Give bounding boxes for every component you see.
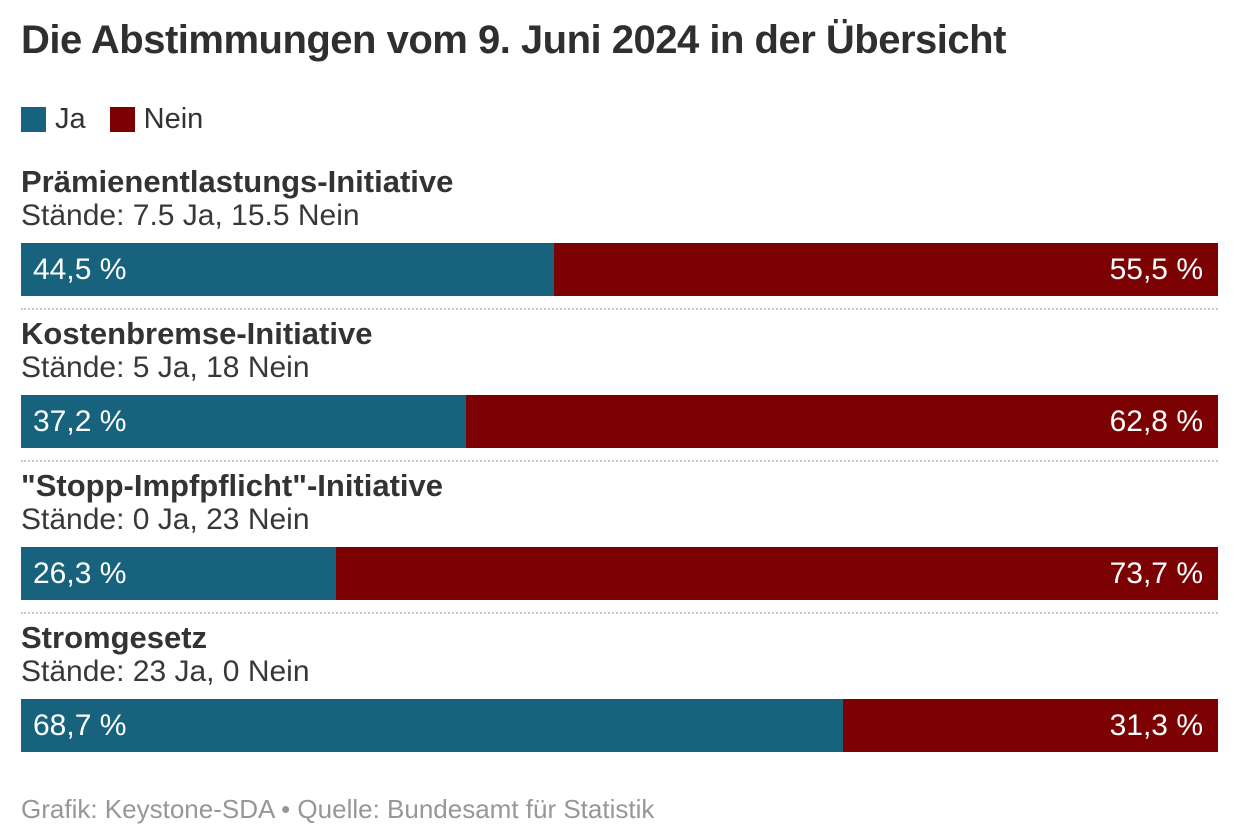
- bar-segment-ja: 37,2 %: [21, 395, 467, 448]
- staende-label: Stände: 7.5 Ja, 15.5 Nein: [21, 199, 360, 232]
- nein-color-swatch: [109, 107, 135, 132]
- nein-percent-label: 55,5 %: [1109, 252, 1203, 286]
- vote-section: Prämienentlastungs-Initiative Stände: 7.…: [21, 165, 1218, 310]
- staende-label: Stände: 23 Ja, 0 Nein: [21, 655, 310, 688]
- vote-title: "Stopp-Impfpflicht"-Initiative: [21, 468, 444, 503]
- vote-section: Stromgesetz Stände: 23 Ja, 0 Nein 68,7 %…: [21, 621, 1218, 752]
- bar-segment-nein: 55,5 %: [553, 243, 1218, 296]
- ja-color-swatch: [21, 107, 46, 132]
- vote-bar: 68,7 % 31,3 %: [21, 699, 1218, 752]
- bar-segment-ja: 68,7 %: [21, 699, 844, 752]
- vote-sections: Prämienentlastungs-Initiative Stände: 7.…: [21, 165, 1218, 752]
- bar-segment-ja: 44,5 %: [21, 243, 554, 296]
- ja-percent-label: 37,2 %: [33, 404, 127, 438]
- nein-percent-label: 31,3 %: [1109, 708, 1203, 742]
- ja-percent-label: 68,7 %: [33, 708, 127, 742]
- section-divider: [21, 612, 1218, 614]
- bar-segment-nein: 73,7 %: [335, 547, 1218, 600]
- vote-title: Stromgesetz: [21, 620, 208, 655]
- vote-section: Kostenbremse-Initiative Stände: 5 Ja, 18…: [21, 317, 1218, 462]
- section-divider: [21, 308, 1218, 310]
- bar-segment-nein: 31,3 %: [843, 699, 1218, 752]
- page-title: Die Abstimmungen vom 9. Juni 2024 in der…: [21, 18, 1006, 62]
- legend: Ja Nein: [21, 103, 1218, 136]
- section-divider: [21, 460, 1218, 462]
- nein-percent-label: 62,8 %: [1109, 404, 1203, 438]
- vote-title: Kostenbremse-Initiative: [21, 316, 373, 351]
- legend-label-ja: Ja: [55, 103, 86, 135]
- nein-percent-label: 73,7 %: [1109, 556, 1203, 590]
- bar-segment-nein: 62,8 %: [466, 395, 1218, 448]
- staende-label: Stände: 0 Ja, 23 Nein: [21, 503, 310, 536]
- vote-bar: 44,5 % 55,5 %: [21, 243, 1218, 296]
- vote-bar: 37,2 % 62,8 %: [21, 395, 1218, 448]
- footer-credit: Grafik: Keystone-SDA • Quelle: Bundesamt…: [21, 794, 655, 824]
- ja-percent-label: 44,5 %: [33, 252, 127, 286]
- ja-percent-label: 26,3 %: [33, 556, 127, 590]
- vote-bar: 26,3 % 73,7 %: [21, 547, 1218, 600]
- vote-section: "Stopp-Impfpflicht"-Initiative Stände: 0…: [21, 469, 1218, 614]
- legend-label-nein: Nein: [143, 103, 204, 135]
- staende-label: Stände: 5 Ja, 18 Nein: [21, 351, 310, 384]
- legend-item-ja: Ja: [21, 103, 86, 136]
- vote-title: Prämienentlastungs-Initiative: [21, 164, 454, 199]
- bar-segment-ja: 26,3 %: [21, 547, 336, 600]
- legend-item-nein: Nein: [109, 103, 204, 136]
